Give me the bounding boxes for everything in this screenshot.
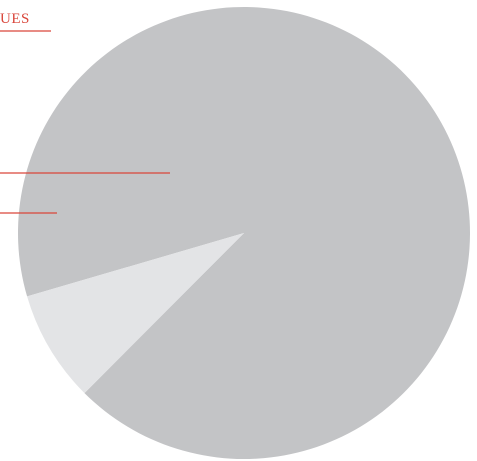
leader-lines — [0, 172, 170, 214]
pie-slice-1 — [18, 7, 471, 460]
header-label: UES — [0, 11, 30, 27]
pie-slice-2 — [27, 233, 245, 394]
pie-slices — [18, 7, 471, 460]
